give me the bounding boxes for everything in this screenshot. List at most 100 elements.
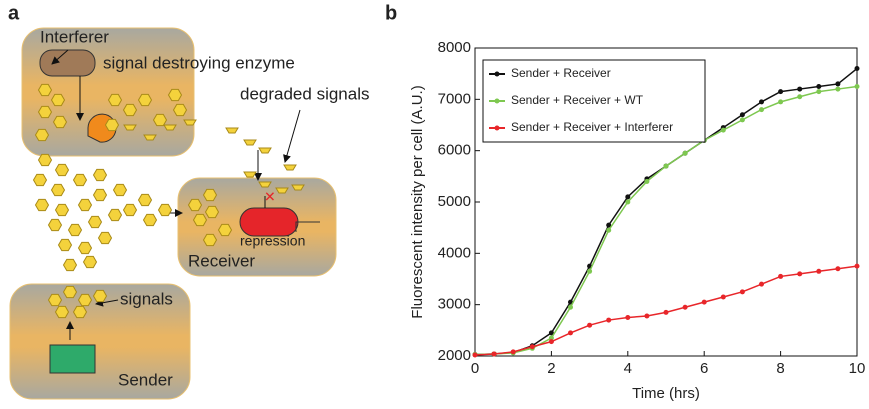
signal [52, 115, 68, 129]
point [835, 266, 841, 272]
degraded-signal [163, 124, 177, 131]
signal [107, 208, 123, 222]
signal [47, 218, 63, 232]
degraded-signal [258, 147, 272, 154]
legend-label: Sender + Receiver + WT [511, 93, 644, 107]
point [778, 89, 784, 95]
point [739, 117, 745, 123]
degraded-signal [258, 181, 272, 188]
y-tick-label: 6000 [438, 142, 471, 159]
x-tick-label: 4 [624, 360, 632, 377]
point [701, 299, 707, 305]
x-tick-label: 0 [471, 360, 479, 377]
signal [92, 289, 108, 303]
signal [50, 93, 66, 107]
point [568, 304, 573, 310]
point [797, 94, 803, 100]
signal [217, 223, 233, 237]
signal [54, 305, 70, 319]
point [778, 99, 784, 105]
y-tick-label: 8000 [438, 39, 471, 56]
signal [57, 238, 73, 252]
label: signal destroying enzyme [103, 53, 295, 72]
signal [67, 223, 83, 237]
point [835, 81, 841, 87]
signal [157, 203, 173, 217]
point [472, 352, 478, 358]
legend-label: Sender + Receiver + Interferer [511, 120, 673, 134]
signal [82, 255, 98, 269]
point [682, 304, 688, 310]
signal [50, 183, 66, 197]
label: Interferer [40, 27, 109, 46]
point [548, 330, 554, 336]
point [720, 294, 726, 300]
signal [92, 168, 108, 182]
legend-marker [494, 71, 500, 77]
signal [92, 188, 108, 202]
signal [77, 198, 93, 212]
point [816, 89, 822, 95]
signal [137, 193, 153, 207]
point [587, 322, 593, 328]
signal [202, 233, 218, 247]
point [510, 349, 516, 355]
signal [202, 188, 218, 202]
y-tick-label: 7000 [438, 90, 471, 107]
point [606, 317, 612, 323]
signal [172, 103, 188, 117]
point [816, 84, 822, 89]
signal [122, 103, 138, 117]
degraded-signal [143, 134, 157, 141]
degraded-signal [243, 171, 257, 178]
signal [122, 203, 138, 217]
point [644, 313, 650, 319]
label: degraded signals [240, 84, 369, 103]
point [759, 107, 764, 113]
signal [62, 258, 78, 272]
x-tick-label: 8 [776, 360, 784, 377]
point [663, 163, 669, 169]
signal [192, 213, 208, 227]
point [854, 66, 860, 72]
label: Receiver [188, 251, 255, 270]
interferer-gene [39, 49, 96, 77]
degraded-signal [183, 119, 197, 126]
signal [77, 293, 93, 307]
signal [142, 213, 158, 227]
signal [32, 173, 48, 187]
block: ✕ [264, 189, 276, 205]
signal [97, 231, 113, 245]
legend-marker [494, 125, 500, 131]
y-tick-label: 3000 [438, 296, 471, 313]
sender-gene [49, 344, 96, 374]
signal [104, 118, 120, 132]
signal [37, 105, 53, 119]
point [644, 178, 650, 184]
degraded-signal [291, 184, 305, 191]
point [778, 273, 784, 279]
signal [47, 293, 63, 307]
point [854, 263, 860, 269]
point [568, 330, 573, 336]
signal [77, 241, 93, 255]
signal [54, 203, 70, 217]
signal [72, 305, 88, 319]
point [797, 271, 803, 277]
point [759, 99, 764, 105]
x-tick-label: 6 [700, 360, 708, 377]
point [548, 339, 554, 345]
point [759, 281, 764, 287]
x-tick-label: 2 [547, 360, 555, 377]
point [491, 351, 497, 357]
panel-label: b [385, 2, 397, 24]
x-tick-label: 10 [849, 360, 866, 377]
point [587, 268, 593, 274]
point [606, 227, 612, 233]
signal [152, 113, 168, 127]
panel-label: a [8, 2, 20, 24]
point [835, 86, 841, 92]
point [606, 222, 612, 228]
label: Sender [118, 370, 173, 389]
